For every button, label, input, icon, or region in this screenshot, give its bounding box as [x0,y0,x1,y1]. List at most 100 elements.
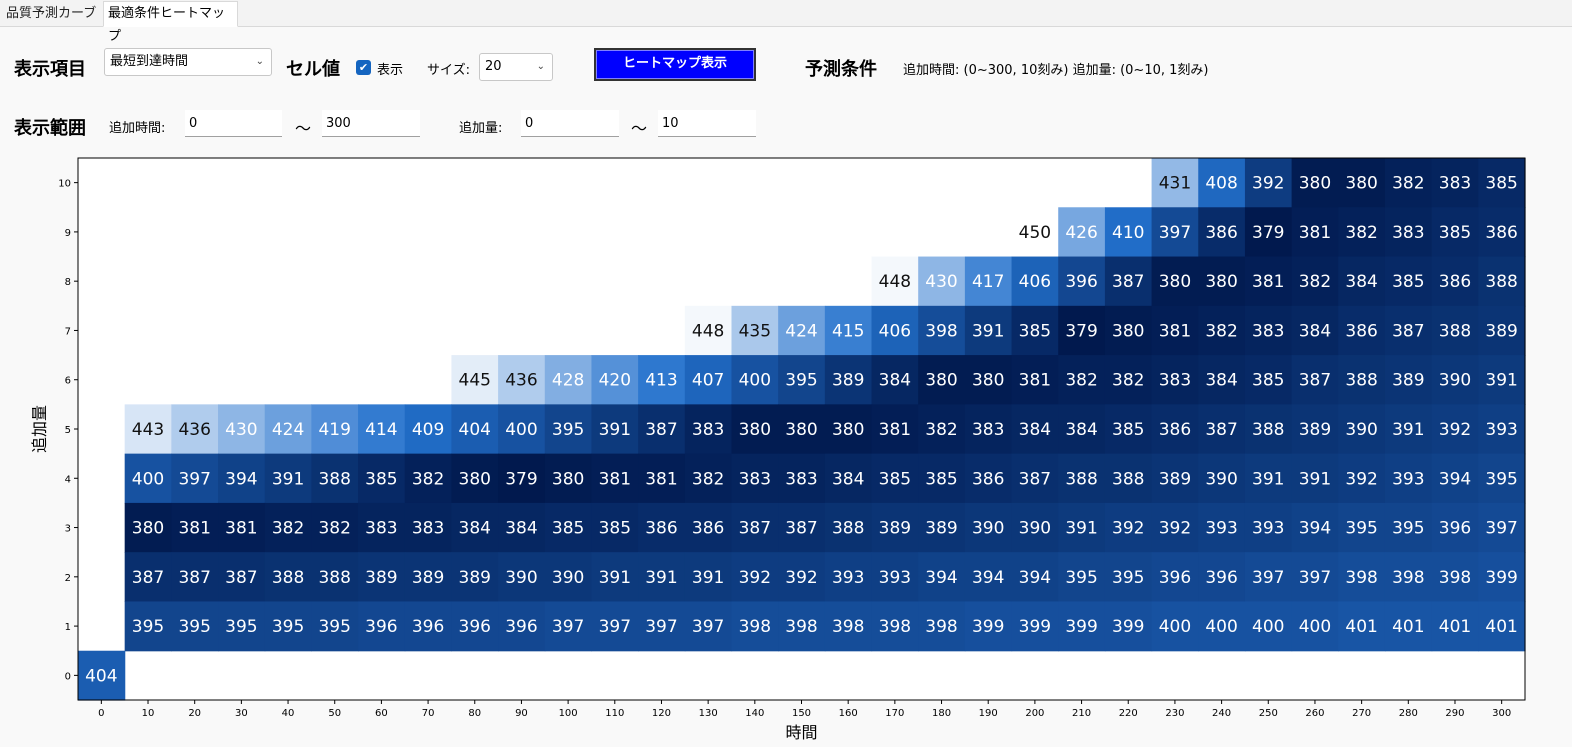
cell-value-label: 385 [1439,223,1471,243]
cell-value-label: 394 [1299,519,1331,539]
cell-value-label: 386 [1159,420,1191,440]
cell-value-label: 394 [925,568,957,588]
display-item-select[interactable]: 最短到達時間 ⌄ [104,48,272,76]
heatmap-cell [1478,502,1526,553]
add-time-min-input[interactable] [185,110,282,137]
show-values-label: 表示 [377,63,404,78]
add-amount-max-input[interactable] [658,110,756,137]
y-tick-label: 9 [65,228,71,239]
x-tick-label: 200 [1025,708,1044,719]
cell-value-label: 398 [785,617,817,637]
cell-value-label: 387 [1299,371,1331,391]
cell-value-label: 384 [1019,420,1051,440]
heatmap-cell [1431,207,1479,258]
cell-value-label: 389 [1392,371,1424,391]
cell-value-label: 388 [318,469,350,489]
y-tick-label: 8 [65,277,71,288]
heatmap-cell [1198,305,1246,356]
show-values-checkbox[interactable]: ✔ [356,60,371,75]
heatmap-cell [1151,453,1199,504]
cell-value-label: 396 [1159,568,1191,588]
heatmap-cell [171,502,219,553]
heatmap-cell [824,404,873,455]
heatmap-cell [1431,502,1479,553]
heatmap-cell [591,355,639,405]
heatmap-cell [1104,601,1153,652]
tab-quality-curve[interactable]: 品質予測カーブ [6,6,97,21]
cell-value-label: 387 [225,568,257,588]
heatmap-cell [171,552,219,603]
cell-value-label: 384 [1345,272,1377,292]
heatmap-cell [451,601,499,652]
cell-value-label: 386 [645,519,677,539]
cell-value-label: 391 [1392,420,1424,440]
cell-value-label: 397 [1299,568,1331,588]
cell-value-label: 384 [1065,420,1097,440]
cell-value-label: 389 [1299,420,1331,440]
heatmap-cell [1151,158,1199,208]
cell-value-label: 398 [1439,568,1471,588]
cell-value-label: 395 [552,420,584,440]
cell-value-label: 381 [1252,272,1284,292]
cell-value-label: 382 [1112,371,1144,391]
heatmap-cell [964,453,1013,504]
heatmap-cell [964,256,1013,307]
heatmap-cell [731,305,779,356]
cell-value-label: 385 [925,469,957,489]
heatmap-cell [638,502,686,553]
cell-value-label: 391 [972,321,1004,341]
heatmap-cell [451,552,499,603]
heatmap-cell [218,404,266,455]
cell-value-label: 387 [132,568,164,588]
heatmap-cell [824,305,873,356]
heatmap-cell [1384,552,1433,603]
cell-value-label: 395 [272,617,304,637]
heatmap-cell [451,355,499,405]
cell-value-label: 391 [1299,469,1331,489]
heatmap-cell [451,502,499,553]
cell-value-label: 382 [925,420,957,440]
cell-value-label: 381 [225,519,257,539]
cell-value-label: 397 [178,469,210,489]
add-amount-min-input[interactable] [521,110,619,137]
heatmap-cell [1244,158,1293,208]
x-tick-label: 0 [98,708,104,719]
heatmap-cell [1291,158,1339,208]
y-tick-label: 4 [65,474,71,485]
cell-value-label: 387 [785,519,817,539]
heatmap-cell [1244,355,1293,405]
cell-value-label: 383 [692,420,724,440]
heatmap-cell [918,355,966,405]
x-tick-label: 110 [605,708,624,719]
heatmap-cell [1478,207,1526,258]
heatmap-cell [1384,404,1433,455]
cell-value-label: 382 [1345,223,1377,243]
heatmap-cell [731,502,779,553]
heatmap-cell [1478,158,1526,208]
heatmap-cell [1244,601,1293,652]
heatmap-cell [1244,256,1293,307]
heatmap-cell [1058,305,1106,356]
cell-value-label: 388 [1485,272,1517,292]
heatmap-cell [918,601,966,652]
cell-value-label: 401 [1439,617,1471,637]
x-tick-label: 220 [1119,708,1138,719]
tab-heatmap[interactable]: 最適条件ヒートマップ [103,1,238,44]
heatmap-cell [1011,453,1059,504]
heatmap-cell [78,650,126,701]
heatmap-cell [871,601,919,652]
show-heatmap-button[interactable]: ヒートマップ表示 [594,48,756,81]
heatmap-cell [1431,404,1479,455]
add-time-max-input[interactable] [322,110,420,137]
x-tick-label: 70 [422,708,435,719]
size-select[interactable]: 20 ⌄ [479,53,553,81]
cell-value-label: 380 [1205,272,1237,292]
cell-value-label: 385 [1112,420,1144,440]
cell-value-label: 392 [1159,519,1191,539]
cell-value-label: 395 [132,617,164,637]
x-tick-label: 290 [1445,708,1464,719]
heatmap-cell [1431,552,1479,603]
heatmap-cell [1384,355,1433,405]
cell-value-label: 380 [739,420,771,440]
cell-value-label: 380 [132,519,164,539]
